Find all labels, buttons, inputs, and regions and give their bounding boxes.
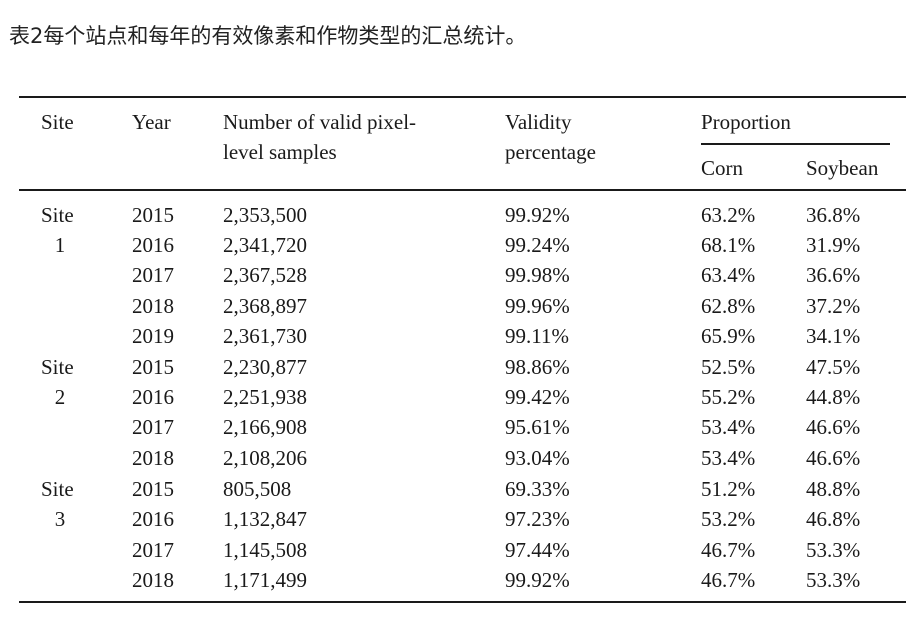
soybean-cell: 47.5% xyxy=(806,355,861,379)
corn-cell: 65.9% xyxy=(701,324,756,348)
validity-cell: 97.44% xyxy=(505,538,570,562)
soybean-cell: 36.6% xyxy=(806,263,861,287)
year-cell: 2017 xyxy=(132,263,174,287)
validity-cell: 99.92% xyxy=(505,568,570,592)
validity-cell: 95.61% xyxy=(505,415,570,439)
year-cell: 2018 xyxy=(132,294,174,318)
year-cell: 2018 xyxy=(132,446,174,470)
samples-cell: 805,508 xyxy=(223,477,292,501)
soybean-cell: 46.6% xyxy=(806,446,861,470)
site-label-2-number: 2 xyxy=(54,385,66,409)
year-cell: 2019 xyxy=(132,324,174,348)
soybean-cell: 46.6% xyxy=(806,415,861,439)
soybean-cell: 48.8% xyxy=(806,477,861,501)
corn-cell: 46.7% xyxy=(701,538,756,562)
corn-cell: 55.2% xyxy=(701,385,756,409)
samples-cell: 2,353,500 xyxy=(223,203,307,227)
validity-cell: 99.96% xyxy=(505,294,570,318)
samples-cell: 2,341,720 xyxy=(223,233,307,257)
year-cell: 2015 xyxy=(132,477,174,501)
corn-cell: 68.1% xyxy=(701,233,756,257)
validity-cell: 99.11% xyxy=(505,324,569,348)
soybean-cell: 31.9% xyxy=(806,233,861,257)
corn-cell: 46.7% xyxy=(701,568,756,592)
samples-cell: 2,251,938 xyxy=(223,385,307,409)
corn-cell: 63.2% xyxy=(701,203,756,227)
year-cell: 2016 xyxy=(132,233,174,257)
samples-cell: 2,166,908 xyxy=(223,415,307,439)
site-label-1-number: 1 xyxy=(54,233,66,257)
corn-cell: 62.8% xyxy=(701,294,756,318)
soybean-cell: 36.8% xyxy=(806,203,861,227)
corn-cell: 53.2% xyxy=(701,507,756,531)
year-cell: 2017 xyxy=(132,415,174,439)
validity-cell: 69.33% xyxy=(505,477,570,501)
corn-cell: 63.4% xyxy=(701,263,756,287)
year-cell: 2016 xyxy=(132,507,174,531)
validity-cell: 99.42% xyxy=(505,385,570,409)
proportion-subrule xyxy=(701,143,890,145)
validity-cell: 99.24% xyxy=(505,233,570,257)
validity-cell: 98.86% xyxy=(505,355,570,379)
soybean-cell: 37.2% xyxy=(806,294,861,318)
year-cell: 2015 xyxy=(132,203,174,227)
soybean-cell: 44.8% xyxy=(806,385,861,409)
validity-cell: 99.98% xyxy=(505,263,570,287)
corn-cell: 53.4% xyxy=(701,415,756,439)
year-cell: 2017 xyxy=(132,538,174,562)
year-cell: 2016 xyxy=(132,385,174,409)
soybean-cell: 34.1% xyxy=(806,324,861,348)
table-bottom-rule xyxy=(19,601,906,603)
year-cell: 2015 xyxy=(132,355,174,379)
validity-cell: 99.92% xyxy=(505,203,570,227)
table-caption: 表2每个站点和每年的有效像素和作物类型的汇总统计。 xyxy=(9,24,527,48)
header-proportion: Proportion xyxy=(701,110,791,134)
samples-cell: 1,132,847 xyxy=(223,507,307,531)
header-samples-line2: level samples xyxy=(223,140,337,164)
corn-cell: 51.2% xyxy=(701,477,756,501)
site-label-2-word: Site xyxy=(41,355,74,379)
soybean-cell: 53.3% xyxy=(806,568,861,592)
soybean-cell: 53.3% xyxy=(806,538,861,562)
header-soybean: Soybean xyxy=(806,156,879,180)
validity-cell: 93.04% xyxy=(505,446,570,470)
header-site: Site xyxy=(41,110,74,134)
validity-cell: 97.23% xyxy=(505,507,570,531)
samples-cell: 1,171,499 xyxy=(223,568,307,592)
year-cell: 2018 xyxy=(132,568,174,592)
header-validity-line1: Validity xyxy=(505,110,572,134)
samples-cell: 2,108,206 xyxy=(223,446,307,470)
site-label-1-word: Site xyxy=(41,203,74,227)
samples-cell: 2,361,730 xyxy=(223,324,307,348)
header-corn: Corn xyxy=(701,156,743,180)
samples-cell: 2,230,877 xyxy=(223,355,307,379)
corn-cell: 53.4% xyxy=(701,446,756,470)
site-label-3-word: Site xyxy=(41,477,74,501)
header-year: Year xyxy=(132,110,171,134)
header-validity-line2: percentage xyxy=(505,140,596,164)
samples-cell: 2,368,897 xyxy=(223,294,307,318)
site-label-3-number: 3 xyxy=(54,507,66,531)
soybean-cell: 46.8% xyxy=(806,507,861,531)
samples-cell: 1,145,508 xyxy=(223,538,307,562)
table-top-rule xyxy=(19,96,906,98)
header-samples-line1: Number of valid pixel- xyxy=(223,110,417,134)
header-rule xyxy=(19,189,906,191)
samples-cell: 2,367,528 xyxy=(223,263,307,287)
corn-cell: 52.5% xyxy=(701,355,756,379)
